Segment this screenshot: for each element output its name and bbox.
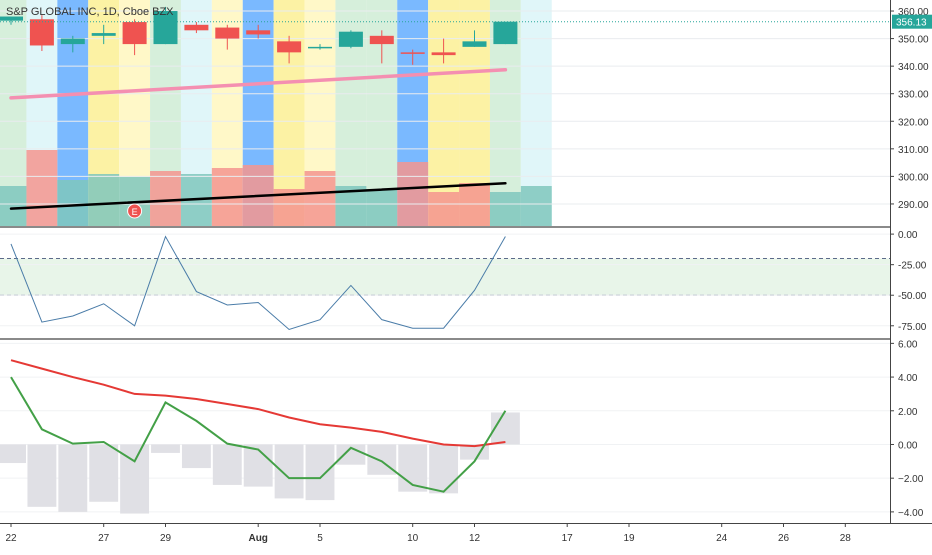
time-axis-label: 29 [160, 533, 172, 544]
time-axis-label: 17 [562, 533, 574, 544]
volume-bar [397, 162, 429, 226]
candle-body [122, 22, 147, 45]
price-axis-tick-label: 300.00 [898, 172, 929, 183]
candle-body [431, 52, 456, 56]
time-axis-label: 12 [469, 533, 481, 544]
macd-axis-tick-label: −4.00 [898, 508, 924, 519]
trend-line-upper [9, 67, 508, 100]
macd-histogram-bar [0, 444, 26, 464]
volume-bar [150, 171, 181, 226]
time-axis-label: 27 [98, 533, 110, 544]
price-axis-tick-label: 310.00 [898, 145, 929, 156]
candles [0, 6, 518, 65]
volume-bar [0, 186, 27, 226]
earnings-marker-label: E [132, 207, 138, 217]
oscillator-axis-tick-label: -50.00 [898, 291, 927, 302]
volume-bar [520, 186, 552, 226]
time-axis-label: 26 [778, 533, 790, 544]
last-price-label: 356.13 [896, 18, 927, 29]
price-axis-tick-label: 360.00 [898, 7, 929, 18]
price-axis-tick-label: 340.00 [898, 62, 929, 73]
macd-histogram-bar [212, 444, 242, 485]
time-axis-label: 19 [623, 533, 635, 544]
macd-axis-tick-label: −2.00 [898, 474, 924, 485]
macd-histogram-bar [181, 444, 211, 469]
macd-signal-line [10, 359, 506, 448]
chart-title: S&P GLOBAL INC, 1D, Cboe BZX [6, 6, 174, 18]
candle-body [246, 30, 271, 35]
price-axis-tick-label: 350.00 [898, 35, 929, 46]
trend-line-lower [9, 182, 507, 210]
oscillator-line [10, 235, 506, 331]
macd-histogram [0, 412, 520, 514]
macd-histogram-bar [490, 412, 520, 445]
time-axis-label: 22 [5, 533, 17, 544]
price-axis-tick-label: 320.00 [898, 117, 929, 128]
candle-body [462, 41, 487, 47]
candle-body [0, 16, 23, 21]
candle-body [215, 27, 240, 39]
macd-histogram-bar [429, 444, 459, 494]
session-band [428, 0, 460, 226]
macd-histogram-bar [274, 444, 304, 499]
time-axis-label: 10 [407, 533, 419, 544]
time-axis-label: 5 [317, 533, 323, 544]
volume-bars [0, 150, 552, 226]
macd-axis-tick-label: 4.00 [898, 373, 918, 384]
oscillator-axis-tick-label: -25.00 [898, 261, 927, 272]
oscillator-band [0, 258, 890, 296]
candle-body [60, 38, 85, 45]
price-grid [0, 10, 890, 205]
macd-histogram-bar [27, 444, 57, 507]
macd-histogram-bar [151, 444, 180, 453]
candle-body [91, 33, 116, 36]
candle-body [493, 21, 518, 45]
price-axis-tick-label: 290.00 [898, 200, 929, 211]
volume-bar [57, 180, 89, 226]
last-price-tag [892, 14, 932, 29]
candle-body [277, 41, 302, 53]
oscillator-axis-tick-label: -75.00 [898, 322, 927, 333]
volume-bar [88, 174, 120, 226]
price-axis-tick-label: 330.00 [898, 90, 929, 101]
macd-axis-tick-label: 6.00 [898, 339, 918, 350]
macd-histogram-bar [336, 444, 366, 465]
time-axis-label: 28 [840, 533, 852, 544]
macd-histogram-bar [243, 444, 273, 487]
candle-body [338, 31, 363, 47]
candle-body [184, 24, 209, 31]
volume-bar [489, 192, 521, 226]
macd-histogram-bar [58, 444, 88, 512]
candle-body [29, 19, 54, 46]
macd-line [10, 376, 507, 493]
time-axis-label: 24 [716, 533, 728, 544]
candle-body [369, 35, 394, 45]
volume-bar [304, 171, 336, 226]
candle-body [400, 52, 425, 54]
oscillator-axis-tick-label: 0.00 [898, 230, 918, 241]
time-axis-label: Aug [248, 533, 267, 544]
volume-bar [459, 183, 490, 226]
macd-axis-tick-label: 0.00 [898, 440, 918, 451]
volume-bar [26, 150, 58, 226]
volume-bar [428, 192, 460, 226]
earnings-marker [127, 203, 143, 219]
candle-body [153, 11, 178, 45]
price-axis-bg [890, 0, 932, 550]
macd-axis-tick-label: 2.00 [898, 407, 918, 418]
macd-histogram-bar [89, 444, 119, 502]
volume-bar [366, 189, 398, 226]
candle-body [308, 46, 332, 49]
macd-histogram-bar [305, 444, 335, 501]
